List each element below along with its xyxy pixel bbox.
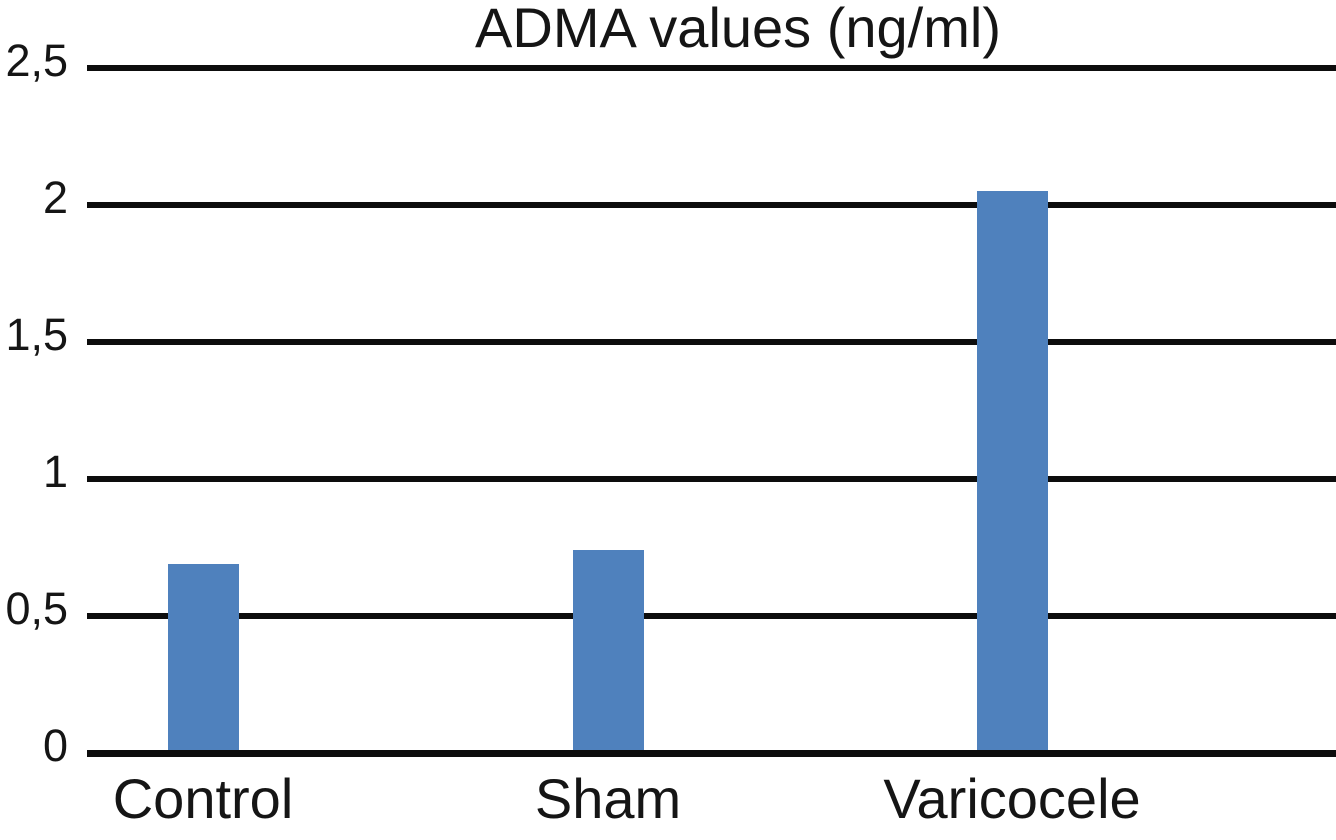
bar-sham xyxy=(573,550,644,753)
gridline xyxy=(87,339,1336,345)
y-tick-label: 2,5 xyxy=(5,35,68,86)
gridline xyxy=(87,613,1336,619)
y-tick-label: 1 xyxy=(42,446,68,497)
y-tick-label: 0,5 xyxy=(5,583,68,634)
bar-varicocele xyxy=(977,191,1048,753)
y-tick-label: 0 xyxy=(42,720,68,771)
x-label-varicocele: Varicocele xyxy=(883,767,1141,830)
gridline xyxy=(87,65,1336,71)
y-tick-label: 1,5 xyxy=(5,309,68,360)
gridline xyxy=(87,476,1336,482)
gridline xyxy=(87,202,1336,208)
chart-title: ADMA values (ng/ml) xyxy=(475,0,1001,59)
x-axis-baseline xyxy=(87,750,1336,757)
bar-control xyxy=(168,564,239,753)
x-label-control: Control xyxy=(112,767,294,830)
y-tick-label: 2 xyxy=(42,172,68,223)
x-label-sham: Sham xyxy=(534,767,682,830)
